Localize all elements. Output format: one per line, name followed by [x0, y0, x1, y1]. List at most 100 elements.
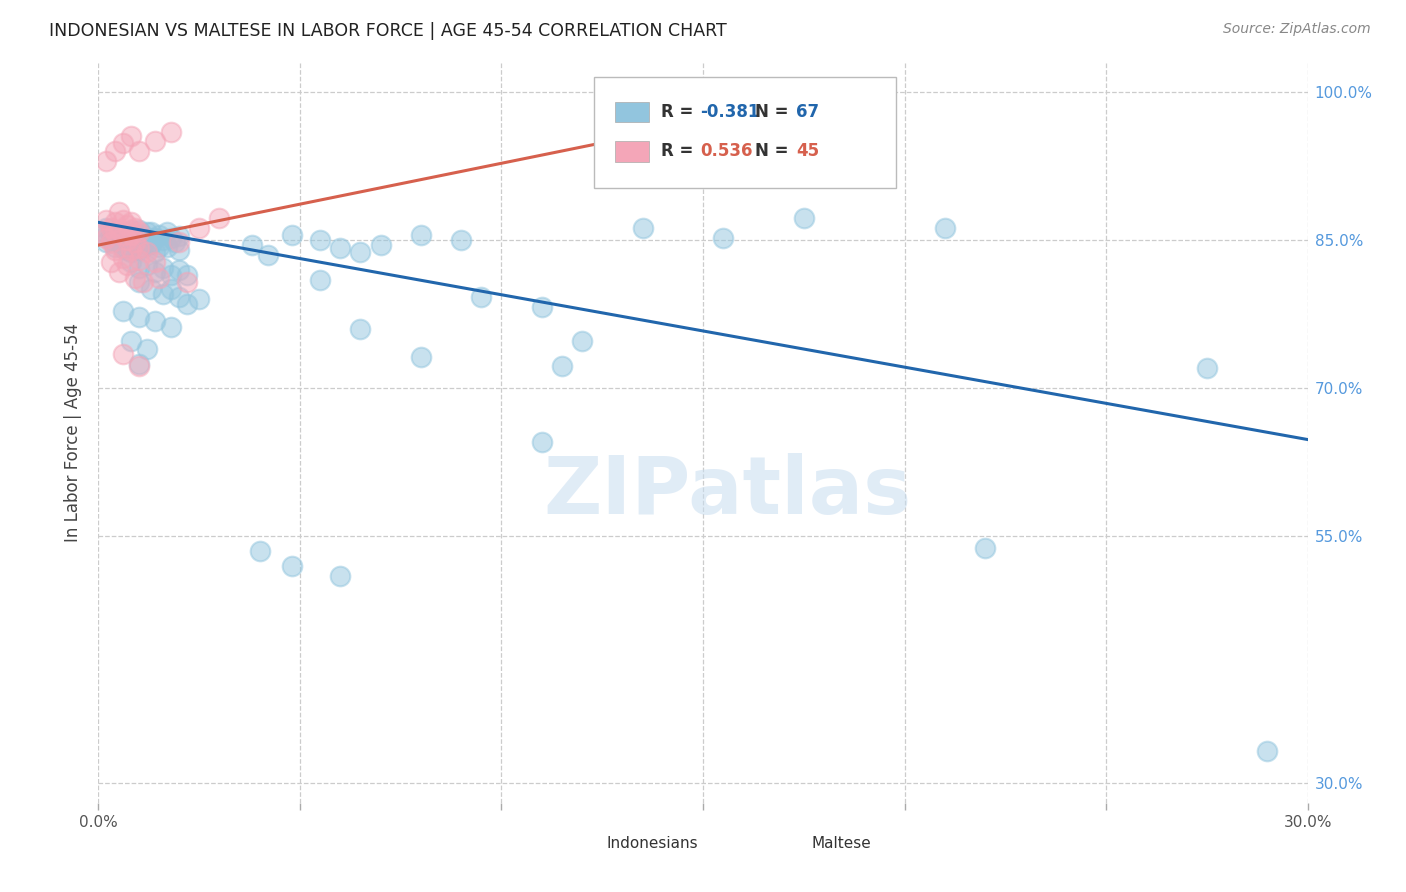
Point [160, 231, 183, 245]
Point [152, 260, 174, 275]
Point [128, 223, 150, 237]
Point [111, 346, 134, 360]
Point [176, 268, 198, 282]
Point [96, 221, 118, 235]
Point [152, 287, 174, 301]
FancyBboxPatch shape [614, 102, 648, 122]
Point [571, 334, 593, 348]
Text: Maltese: Maltese [811, 836, 872, 851]
FancyBboxPatch shape [614, 141, 648, 161]
Point [120, 255, 142, 269]
Point [128, 145, 150, 159]
Point [143, 135, 166, 149]
Point [135, 244, 157, 259]
Point [120, 334, 142, 348]
Point [139, 283, 162, 297]
Point [91, 228, 114, 243]
Point [100, 225, 122, 239]
Point [156, 225, 179, 239]
Point [793, 211, 815, 226]
Point [96, 154, 118, 169]
Point [120, 215, 142, 229]
Point [128, 225, 150, 239]
Point [91, 225, 114, 239]
Point [176, 297, 198, 311]
Text: ZIPatlas: ZIPatlas [543, 453, 911, 531]
Point [349, 244, 371, 259]
Point [128, 252, 150, 267]
Point [111, 304, 134, 318]
Point [128, 233, 150, 247]
Point [103, 243, 125, 257]
Point [249, 544, 271, 558]
Point [120, 129, 142, 144]
Point [160, 268, 183, 282]
Point [111, 241, 134, 255]
Point [115, 243, 138, 257]
Point [409, 350, 432, 364]
Point [160, 283, 183, 297]
Point [100, 221, 122, 235]
Text: N =: N = [755, 103, 794, 121]
Point [530, 300, 553, 314]
Point [167, 229, 190, 244]
Point [409, 228, 432, 243]
Text: R =: R = [661, 143, 699, 161]
Point [329, 241, 352, 255]
Point [309, 233, 332, 247]
Point [167, 290, 190, 304]
Point [139, 225, 162, 239]
Text: -0.381: -0.381 [700, 103, 761, 121]
Point [135, 238, 157, 252]
Point [100, 233, 122, 247]
FancyBboxPatch shape [558, 834, 600, 853]
Point [143, 231, 166, 245]
Point [103, 228, 125, 243]
Point [132, 240, 155, 254]
Point [188, 293, 211, 307]
Point [240, 238, 263, 252]
Point [934, 221, 956, 235]
Point [115, 258, 138, 272]
Text: N =: N = [755, 143, 794, 161]
Point [115, 233, 138, 247]
Point [128, 275, 150, 289]
Point [111, 136, 134, 151]
Point [115, 225, 138, 239]
Point [120, 243, 142, 257]
Text: 45: 45 [796, 143, 820, 161]
Point [772, 93, 794, 107]
Point [128, 260, 150, 275]
Point [96, 213, 118, 227]
Point [103, 240, 125, 254]
Point [167, 243, 190, 257]
Point [143, 244, 166, 259]
Point [135, 258, 157, 272]
Point [148, 228, 170, 243]
Point [470, 290, 492, 304]
Text: Source: ZipAtlas.com: Source: ZipAtlas.com [1223, 22, 1371, 37]
Point [107, 225, 129, 239]
Point [551, 359, 574, 374]
Point [124, 270, 146, 285]
Text: Indonesians: Indonesians [606, 836, 697, 851]
Point [139, 237, 162, 252]
Point [128, 310, 150, 325]
Point [281, 558, 304, 573]
Point [143, 314, 166, 328]
Point [107, 265, 129, 279]
Point [143, 255, 166, 269]
Point [281, 228, 304, 243]
Point [124, 228, 146, 243]
Point [103, 215, 125, 229]
Point [132, 228, 155, 243]
Point [100, 255, 122, 269]
Point [128, 241, 150, 255]
Point [148, 240, 170, 254]
Text: 0.536: 0.536 [700, 143, 754, 161]
Point [974, 541, 997, 555]
Text: INDONESIAN VS MALTESE IN LABOR FORCE | AGE 45-54 CORRELATION CHART: INDONESIAN VS MALTESE IN LABOR FORCE | A… [49, 22, 727, 40]
Point [124, 235, 146, 249]
Point [115, 219, 138, 233]
Point [107, 223, 129, 237]
